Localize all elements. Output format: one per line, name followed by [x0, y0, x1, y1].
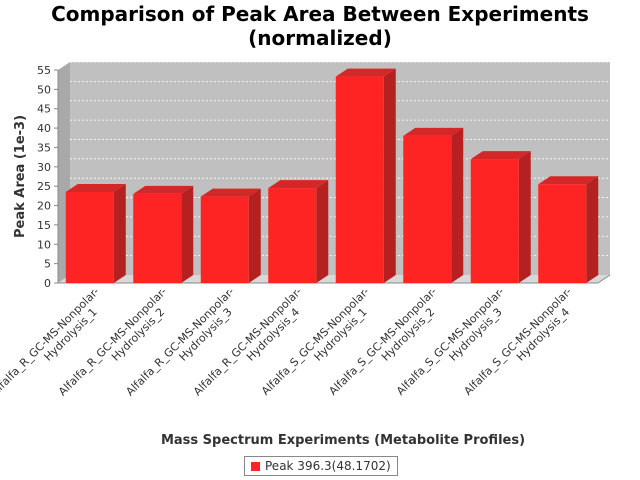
legend-label: Peak 396.3(48.1702)	[265, 459, 391, 473]
bar-top	[470, 151, 531, 160]
bar-side	[383, 68, 396, 283]
bar	[200, 196, 249, 283]
y-tick-label: 55	[37, 64, 51, 77]
bar-top	[335, 68, 396, 77]
bar-top	[133, 185, 194, 194]
bar-side	[316, 180, 329, 283]
bar	[538, 184, 587, 283]
x-tick-label: Alfalfa_R_GC-MS-Nonpolar-	[56, 285, 169, 398]
bar	[335, 76, 384, 283]
bar-top	[200, 188, 261, 197]
bar-top	[538, 176, 599, 185]
chart-title: Comparison of Peak Area Between Experime…	[0, 2, 640, 50]
y-axis-label: Peak Area (1e-3)	[13, 115, 28, 238]
bar-side	[518, 151, 531, 283]
bar	[133, 193, 182, 283]
y-tick-label: 25	[37, 180, 51, 193]
chart-title-line-2: (normalized)	[248, 26, 392, 50]
chart-title-line-1: Comparison of Peak Area Between Experime…	[51, 2, 589, 26]
y-tick-label: 50	[37, 83, 51, 96]
floor-edge	[597, 274, 611, 284]
x-axis-label: Mass Spectrum Experiments (Metabolite Pr…	[161, 433, 525, 448]
bar-side	[586, 176, 599, 283]
y-tick-label: 5	[44, 258, 51, 271]
bar-top	[268, 180, 329, 189]
y-tick-label: 40	[37, 122, 51, 135]
legend: Peak 396.3(48.1702)	[244, 456, 398, 476]
bar-side	[248, 188, 261, 283]
x-tick-label: Alfalfa_R_GC-MS-Nonpolar-	[0, 285, 102, 398]
bar-side	[451, 127, 464, 283]
x-tick-label: Alfalfa_R_GC-MS-Nonpolar-	[191, 285, 304, 398]
y-tick-label: 45	[37, 103, 51, 116]
x-tick-label: Alfalfa_R_GC-MS-Nonpolar-	[123, 285, 236, 398]
bar-top	[65, 183, 126, 192]
x-tick-label: Alfalfa_S_GC-MS-Nonpolar-	[461, 285, 574, 398]
bar	[403, 135, 452, 283]
x-tick-label: Alfalfa_S_GC-MS-Nonpolar-	[326, 285, 439, 398]
x-tick-label: Alfalfa_S_GC-MS-Nonpolar-	[259, 285, 372, 398]
bar	[65, 191, 114, 283]
bar-side	[113, 183, 126, 283]
legend-swatch	[251, 461, 260, 471]
bar-side	[181, 185, 194, 283]
bar	[268, 188, 317, 283]
y-tick-label: 15	[37, 219, 51, 232]
y-tick-label: 20	[37, 200, 51, 213]
y-tick-label: 0	[44, 277, 51, 290]
y-tick-label: 35	[37, 141, 51, 154]
y-tick-label: 30	[37, 161, 51, 174]
bar-top	[403, 127, 464, 136]
x-tick-label: Alfalfa_S_GC-MS-Nonpolar-	[394, 285, 507, 398]
y-tick-label: 10	[37, 238, 51, 251]
bar	[470, 159, 519, 283]
